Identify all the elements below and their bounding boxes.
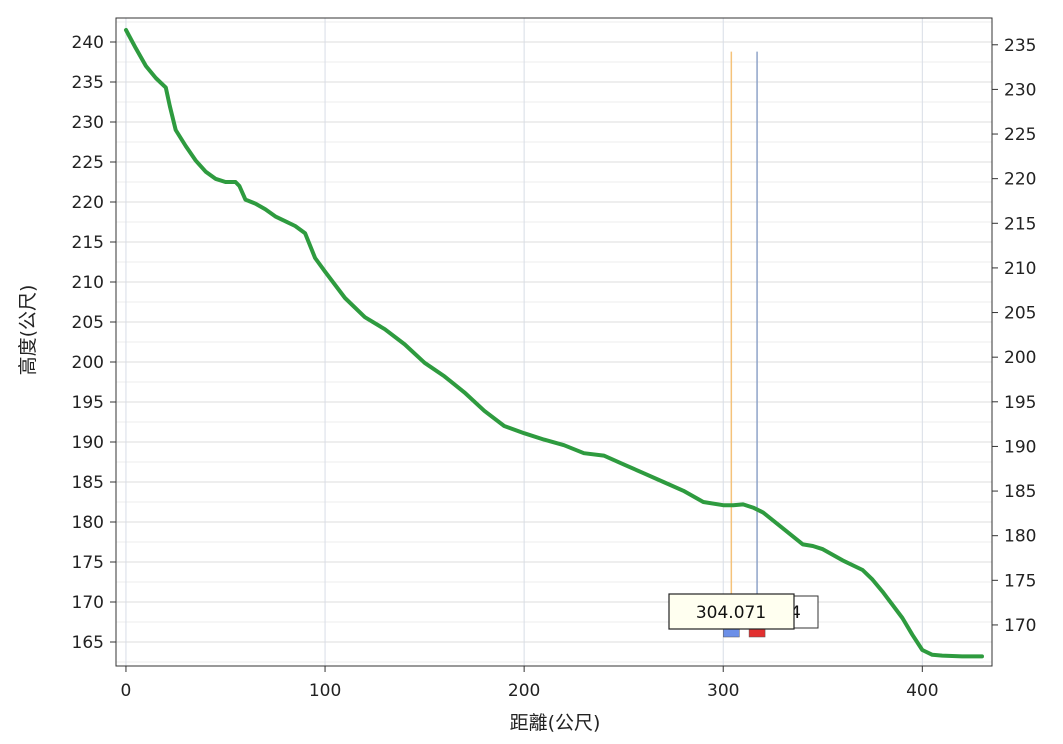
cursor-tooltip: 4 304.071 [668, 593, 819, 630]
y2-tick-label: 215 [1004, 214, 1036, 234]
y2-tick-label: 235 [1004, 36, 1036, 56]
grid-lines [116, 18, 992, 666]
y2-tick-label: 210 [1004, 259, 1036, 279]
x-axis-ticks: 0 100 200 300 400 [121, 666, 939, 701]
plot-frame [115, 17, 993, 667]
cursor-markers[interactable] [723, 51, 766, 638]
y-tick-label: 185 [72, 473, 104, 493]
y-tick-label: 200 [72, 353, 104, 373]
y-axis-right-ticks: 170 175 180 185 190 195 200 205 210 215 220 225 230 2… [992, 36, 1036, 636]
cursor-marker-handle [723, 628, 740, 638]
y-tick-label: 210 [72, 273, 104, 293]
y2-tick-label: 180 [1004, 527, 1036, 547]
series-layer [124, 28, 984, 659]
y-tick-label: 190 [72, 433, 104, 453]
y-axis-title: 高度(公尺) [17, 285, 39, 376]
y-tick-label: 235 [72, 73, 104, 93]
x-tick-label: 0 [121, 681, 132, 701]
y2-tick-label: 175 [1004, 571, 1036, 591]
y2-tick-label: 205 [1004, 304, 1036, 324]
y-axis-left-ticks: 165 170 175 180 185 190 195 200 205 210 215 220 225 2… [72, 33, 116, 653]
x-tick-label: 300 [707, 681, 739, 701]
tooltip-back-text: 4 [790, 603, 801, 623]
x-tick-label: 200 [508, 681, 540, 701]
y2-tick-label: 195 [1004, 393, 1036, 413]
y-tick-label: 195 [72, 393, 104, 413]
y2-tick-label: 170 [1004, 616, 1036, 636]
plot-border [115, 17, 993, 667]
y-tick-label: 175 [72, 553, 104, 573]
elevation-line [124, 28, 984, 659]
tooltip-value: 304.071 [696, 603, 766, 623]
y-tick-label: 170 [72, 593, 104, 613]
y-tick-label: 230 [72, 113, 104, 133]
y2-tick-label: 200 [1004, 348, 1036, 368]
y2-tick-label: 220 [1004, 170, 1036, 190]
y2-tick-label: 230 [1004, 80, 1036, 100]
y2-tick-label: 190 [1004, 437, 1036, 457]
y-tick-label: 205 [72, 313, 104, 333]
y-tick-label: 215 [72, 233, 104, 253]
y2-tick-label: 225 [1004, 125, 1036, 145]
x-tick-label: 100 [309, 681, 341, 701]
y-tick-label: 220 [72, 193, 104, 213]
y-tick-label: 225 [72, 153, 104, 173]
y-tick-label: 240 [72, 33, 104, 53]
y-tick-label: 165 [72, 633, 104, 653]
tooltip-box [668, 593, 795, 630]
x-axis-title: 距離(公尺) [510, 712, 601, 734]
y2-tick-label: 185 [1004, 482, 1036, 502]
cursor-marker-handle [748, 628, 766, 638]
x-tick-label: 400 [906, 681, 938, 701]
y-tick-label: 180 [72, 513, 104, 533]
